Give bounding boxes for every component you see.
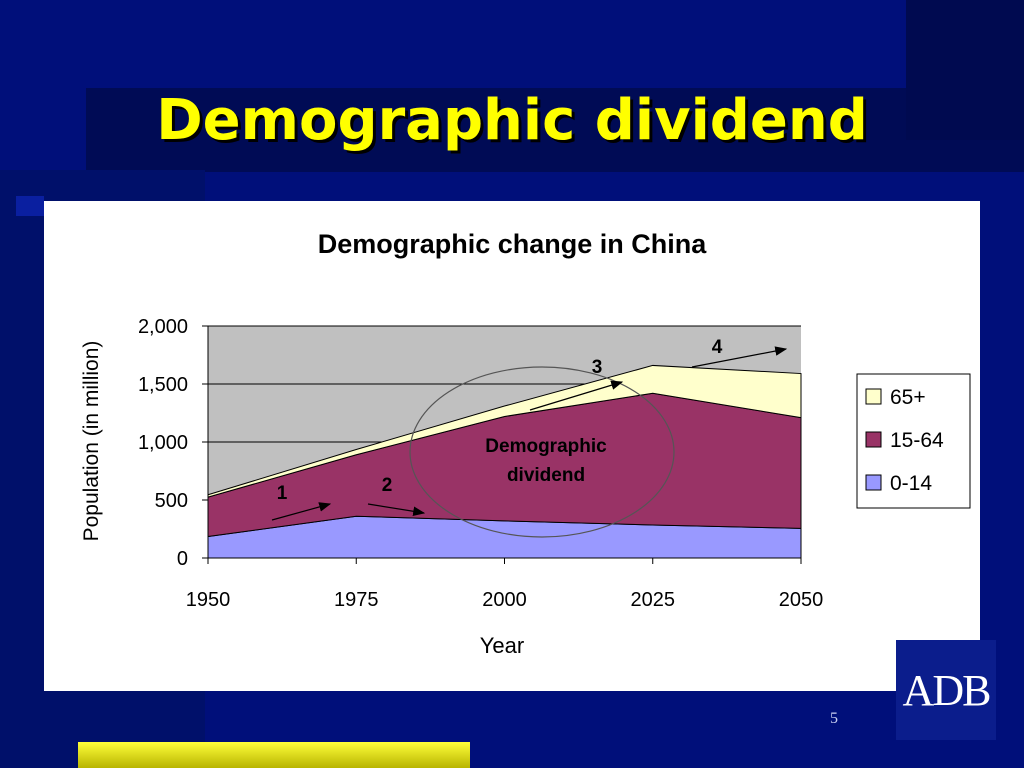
y-tick-label-1: 500 — [155, 490, 188, 512]
annotation-marker-2: 2 — [382, 475, 393, 496]
slide-title: Demographic dividend — [156, 88, 868, 153]
y-axis-label: Population (in million) — [80, 341, 103, 542]
bg-block-right — [906, 0, 1024, 140]
legend-swatch-15-64 — [865, 431, 882, 448]
x-tick-label-4: 2050 — [779, 589, 824, 611]
area-series-group — [207, 364, 802, 559]
page-number: 5 — [830, 710, 838, 727]
annotation-arrow-1 — [271, 502, 332, 521]
adb-logo: ADB — [896, 640, 996, 740]
annotation-arrow-4 — [691, 346, 788, 368]
chart-panel: Demographic change in China 0 500 1,000 1,5… — [44, 201, 980, 691]
dividend-ellipse — [409, 366, 675, 538]
accent-bar — [78, 742, 470, 768]
legend-label-0-14: 0-14 — [890, 472, 932, 495]
annotation-marker-1: 1 — [277, 483, 288, 504]
x-tick-label-1: 1975 — [334, 589, 379, 611]
ellipse-label-line1: Demographic — [485, 436, 607, 457]
area-series-65+ — [207, 364, 802, 498]
x-tick-label-0: 1950 — [186, 589, 231, 611]
annotation-marker-4: 4 — [712, 337, 723, 358]
bg-block-small — [16, 196, 44, 216]
legend-swatch-0-14 — [865, 474, 882, 491]
y-tick-label-2: 1,000 — [138, 432, 188, 454]
x-tick-label-3: 2025 — [631, 589, 676, 611]
legend-label-65+: 65+ — [890, 386, 926, 409]
legend-label-15-64: 15-64 — [890, 429, 944, 452]
legend-swatch-65+ — [865, 388, 882, 405]
legend: 65+ 15-64 0-14 — [856, 373, 971, 509]
annotation-arrow-2 — [367, 503, 426, 517]
y-tick-label-3: 1,500 — [138, 374, 188, 396]
x-axis-label: Year — [480, 633, 524, 658]
x-tick-label-2: 2000 — [482, 589, 527, 611]
y-tick-label-0: 0 — [177, 548, 188, 570]
annotation-arrow-3 — [529, 380, 624, 411]
annotation-marker-3: 3 — [592, 357, 603, 378]
legend-items: 65+ 15-64 0-14 — [865, 386, 944, 495]
y-tick-label-4: 2,000 — [138, 316, 188, 338]
ellipse-label-line2: dividend — [507, 465, 585, 486]
chart-svg: Demographic change in China 0 500 1,000 1,5… — [80, 229, 971, 658]
y-tick-labels: 0 500 1,000 1,500 2,000 — [138, 316, 208, 570]
x-tick-labels: 1950 1975 2000 2025 2050 — [186, 558, 824, 611]
bg-block-top — [86, 88, 1024, 172]
chart-title: Demographic change in China — [318, 229, 708, 259]
